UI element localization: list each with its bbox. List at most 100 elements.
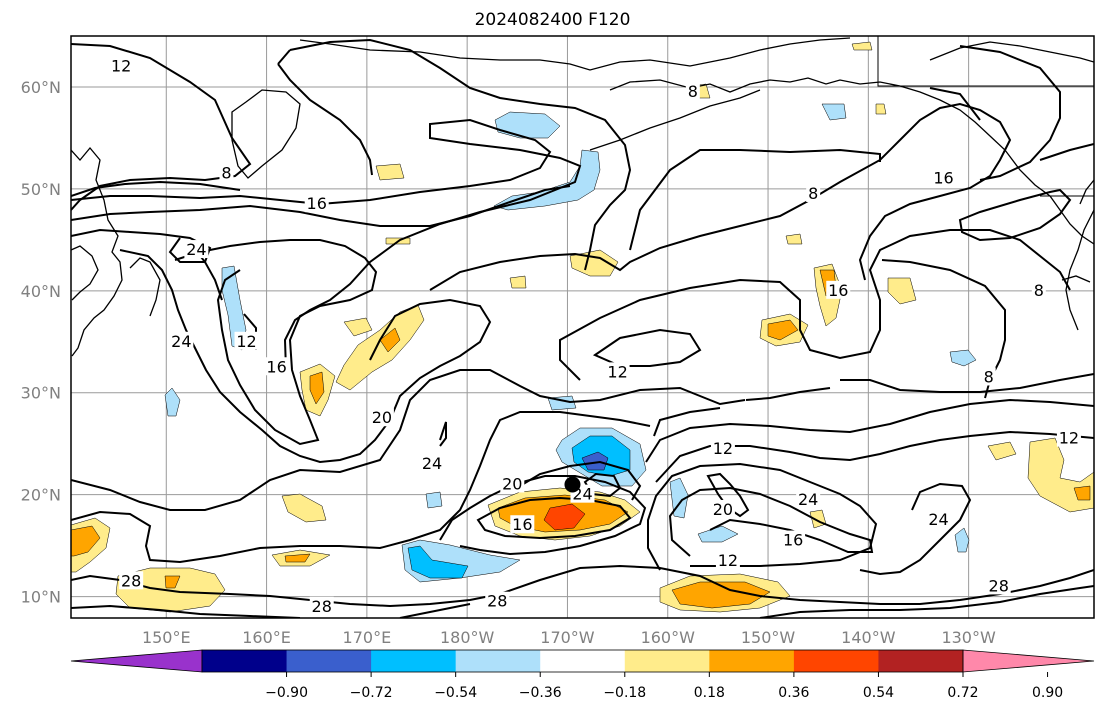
contour-label: 12 bbox=[235, 332, 259, 351]
storm-center-marker bbox=[564, 476, 580, 492]
longitude-label: 150°E bbox=[142, 628, 191, 647]
colorbar-tick-label: −0.36 bbox=[519, 685, 562, 701]
contour-label-text: 16 bbox=[266, 357, 286, 376]
contour-label-text: 12 bbox=[607, 362, 627, 381]
longitude-label: 140°W bbox=[841, 628, 896, 647]
colorbar-tick-label: 0.36 bbox=[778, 685, 809, 701]
colorbar-segment bbox=[625, 650, 710, 672]
colorbar-segment bbox=[202, 650, 287, 672]
colorbar-tick-label: −0.90 bbox=[265, 685, 308, 701]
longitude-labels: 150°E 160°E 170°E 180°W 170°W 160°W 150°W 140°W… bbox=[142, 628, 996, 647]
contour-label-text: 12 bbox=[713, 439, 733, 458]
latitude-label: 40°N bbox=[21, 282, 61, 301]
latitude-label: 10°N bbox=[21, 588, 61, 607]
contour-label: 28 bbox=[310, 597, 334, 616]
colorbar-tick-label: 0.18 bbox=[694, 685, 725, 701]
contour-label: 8 bbox=[806, 184, 820, 203]
colorbar-tick-label: −0.18 bbox=[603, 685, 646, 701]
contour-label-text: 20 bbox=[713, 500, 733, 519]
contour-label-text: 24 bbox=[422, 454, 442, 473]
colorbar-tick-label: −0.54 bbox=[434, 685, 477, 701]
colorbar-tick-label: 0.72 bbox=[947, 685, 978, 701]
latitude-labels: 60°N 50°N 40°N 30°N 20°N 10°N bbox=[21, 78, 61, 607]
colorbar-tick-label: 0.90 bbox=[1032, 685, 1063, 701]
contour-label-text: 28 bbox=[312, 597, 332, 616]
contour-label-text: 24 bbox=[928, 510, 948, 529]
contour-label-text: 8 bbox=[808, 184, 818, 203]
contour-label: 24 bbox=[927, 510, 951, 529]
longitude-label: 150°W bbox=[741, 628, 796, 647]
contour-label: 28 bbox=[119, 571, 143, 590]
contour-label-text: 16 bbox=[828, 281, 848, 300]
contour-label: 16 bbox=[781, 531, 805, 550]
latitude-label: 60°N bbox=[21, 78, 61, 97]
contour-label-text: 20 bbox=[372, 408, 392, 427]
colorbar: −0.90 −0.72 −0.54 −0.36 −0.18 0.18 0.36 0.54 0.7… bbox=[71, 650, 1094, 701]
contour-label-text: 28 bbox=[989, 576, 1009, 595]
contour-label: 16 bbox=[932, 169, 956, 188]
colorbar-extend-high bbox=[963, 650, 1094, 672]
contour-label: 12 bbox=[1057, 429, 1081, 448]
contour-label: 16 bbox=[510, 515, 534, 534]
contour-label: 24 bbox=[796, 490, 820, 509]
contour-label: 24 bbox=[420, 454, 444, 473]
contour-label-text: 12 bbox=[718, 551, 738, 570]
contour-label: 12 bbox=[109, 57, 133, 76]
latitude-label: 30°N bbox=[21, 384, 61, 403]
colorbar-segment bbox=[456, 650, 541, 672]
contour-label-text: 24 bbox=[186, 240, 206, 259]
contour-label: 8 bbox=[219, 164, 233, 183]
contour-label: 16 bbox=[826, 281, 850, 300]
contour-label-text: 16 bbox=[512, 515, 532, 534]
contour-label-text: 20 bbox=[502, 474, 522, 493]
contour-label-text: 28 bbox=[487, 592, 507, 611]
shade-area bbox=[426, 492, 442, 508]
contour-label: 12 bbox=[711, 439, 735, 458]
colorbar-segment bbox=[540, 650, 625, 672]
latitude-label: 20°N bbox=[21, 486, 61, 505]
shade-area bbox=[510, 276, 526, 288]
contour-label: 8 bbox=[982, 367, 996, 386]
contour-label: 28 bbox=[987, 576, 1011, 595]
longitude-label: 160°W bbox=[641, 628, 696, 647]
shade-area bbox=[876, 104, 886, 114]
contour-label-text: 8 bbox=[688, 82, 698, 101]
contour-label: 20 bbox=[500, 474, 524, 493]
latitude-label: 50°N bbox=[21, 180, 61, 199]
contour-label-text: 8 bbox=[221, 164, 231, 183]
longitude-label: 180°W bbox=[440, 628, 495, 647]
contour-label-text: 24 bbox=[798, 490, 818, 509]
contour-label: 12 bbox=[606, 362, 630, 381]
contour-label: 24 bbox=[169, 332, 193, 351]
contour-label-text: 12 bbox=[236, 332, 256, 351]
contour-label: 16 bbox=[305, 194, 329, 213]
contour-label: 16 bbox=[265, 357, 289, 376]
contour-label-text: 8 bbox=[984, 367, 994, 386]
colorbar-segment bbox=[709, 650, 794, 672]
contour-label-text: 16 bbox=[307, 194, 327, 213]
contour-label-text: 16 bbox=[783, 531, 803, 550]
shade-area bbox=[786, 234, 802, 244]
contour-label-text: 8 bbox=[1034, 281, 1044, 300]
colorbar-tick-label: 0.54 bbox=[863, 685, 894, 701]
colorbar-segment bbox=[371, 650, 456, 672]
contour-label: 24 bbox=[184, 240, 208, 259]
contour-label: 12 bbox=[716, 551, 740, 570]
longitude-label: 130°W bbox=[941, 628, 996, 647]
colorbar-segment bbox=[794, 650, 879, 672]
longitude-label: 170°W bbox=[540, 628, 595, 647]
colorbar-segment bbox=[287, 650, 372, 672]
colorbar-tick-label: −0.72 bbox=[350, 685, 393, 701]
contour-label: 8 bbox=[686, 82, 700, 101]
longitude-label: 160°E bbox=[242, 628, 291, 647]
contour-label-text: 16 bbox=[933, 169, 953, 188]
contour-label: 20 bbox=[711, 500, 735, 519]
shade-area bbox=[376, 164, 404, 180]
contour-label-text: 28 bbox=[121, 571, 141, 590]
contour-label-text: 12 bbox=[1059, 429, 1079, 448]
contour-label: 8 bbox=[1032, 281, 1046, 300]
longitude-label: 170°E bbox=[343, 628, 392, 647]
colorbar-segment bbox=[878, 650, 963, 672]
contour-label: 28 bbox=[485, 592, 509, 611]
